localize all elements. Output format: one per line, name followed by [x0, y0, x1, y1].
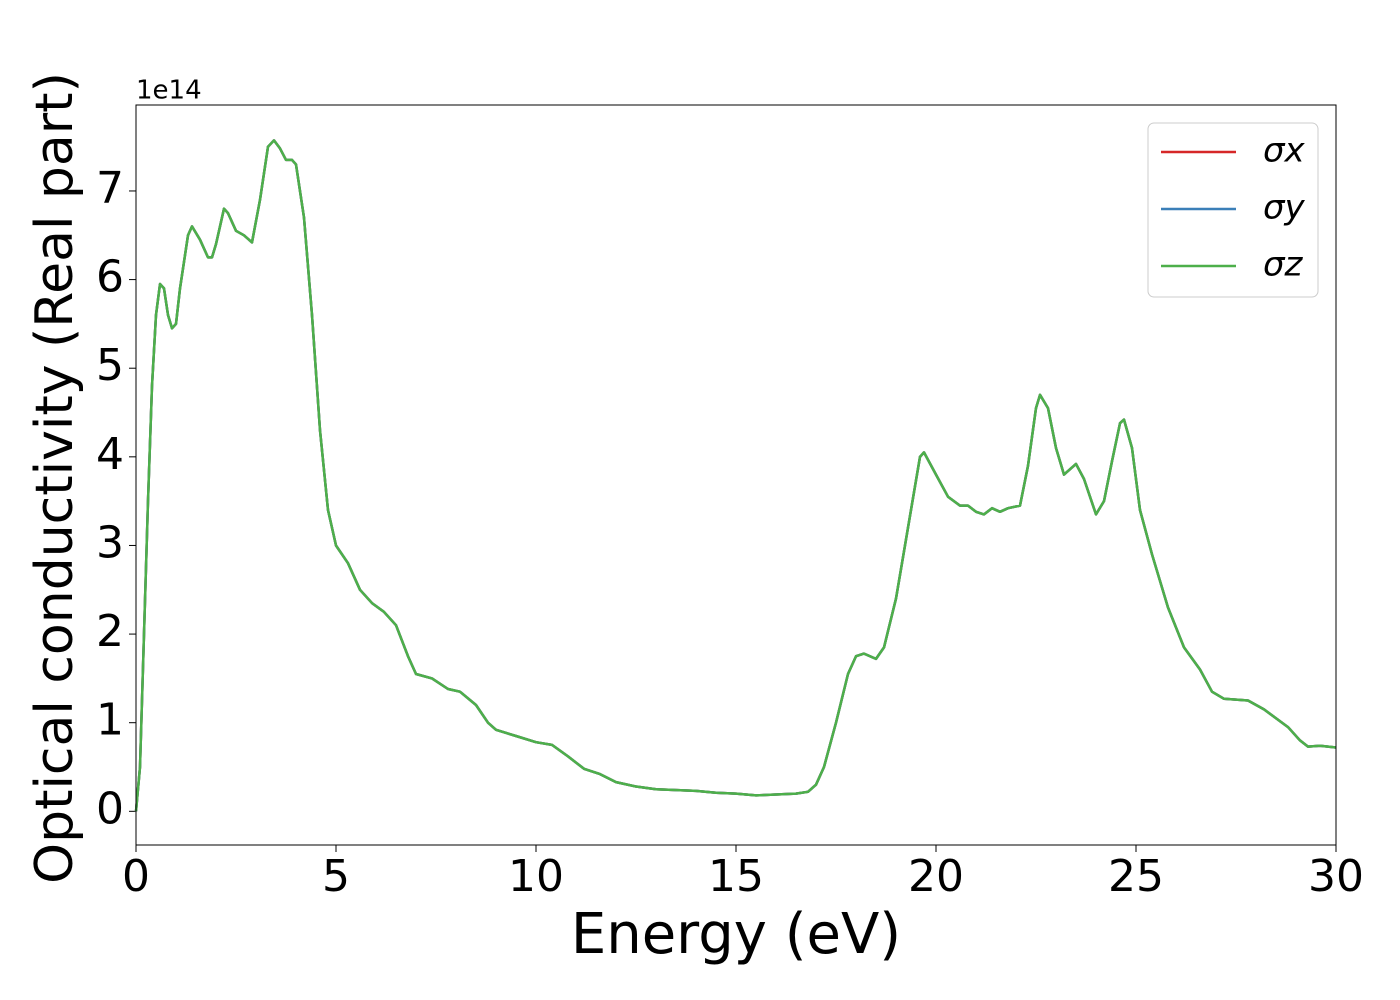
- y-tick-label: 6: [96, 252, 124, 303]
- plot-frame: [135, 104, 1337, 846]
- y-tick-label: 0: [96, 783, 124, 834]
- x-tick-label: 5: [322, 851, 350, 902]
- x-tick-label: 25: [1108, 851, 1164, 902]
- series-line: [134, 139, 1337, 812]
- y-tick-label: 4: [96, 429, 124, 480]
- offset-text: 1e14: [136, 76, 202, 106]
- legend-label: σz: [1263, 245, 1304, 285]
- x-axis-label: Energy (eV): [571, 902, 901, 967]
- y-axis-label: Optical conductivity (Real part): [25, 72, 85, 884]
- x-tick-label: 20: [908, 851, 964, 902]
- legend-label: σx: [1263, 131, 1306, 171]
- y-tick-label: 1: [96, 695, 124, 746]
- x-tick-label: 15: [708, 851, 764, 902]
- y-tick-label: 7: [96, 163, 124, 214]
- x-tick-label: 10: [508, 851, 564, 902]
- y-tick-label: 2: [96, 606, 124, 657]
- x-tick-label: 30: [1308, 851, 1364, 902]
- y-tick-label: 5: [96, 340, 124, 391]
- legend-label: σy: [1263, 188, 1306, 228]
- x-tick-label: 0: [122, 851, 150, 902]
- y-tick-label: 3: [96, 517, 124, 568]
